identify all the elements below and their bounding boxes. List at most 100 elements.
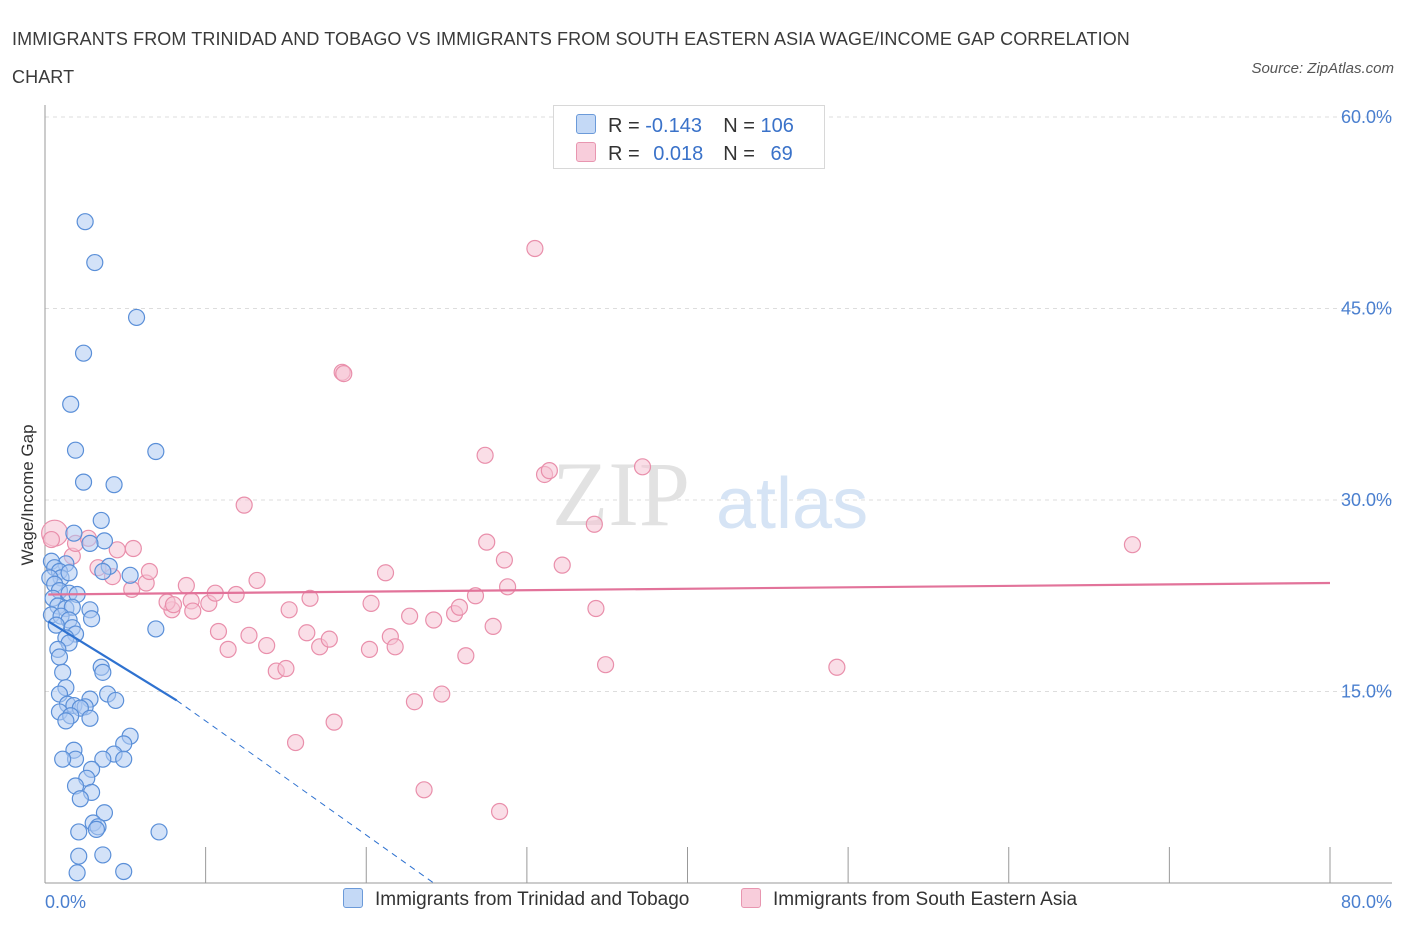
blue-point bbox=[94, 750, 112, 768]
pink-point bbox=[478, 533, 496, 551]
legend-n-value: 69 bbox=[770, 143, 793, 165]
blue-point bbox=[65, 524, 83, 542]
pink-point bbox=[376, 564, 395, 582]
pink-point bbox=[433, 685, 451, 703]
blue-point bbox=[70, 847, 88, 865]
pink-point bbox=[450, 598, 469, 616]
pink-point bbox=[425, 611, 443, 629]
blue-point bbox=[82, 610, 101, 628]
blue-point bbox=[107, 691, 125, 710]
pink-point bbox=[540, 462, 558, 480]
blue-point bbox=[94, 663, 112, 681]
legend-swatch-blue bbox=[576, 114, 596, 134]
blue-point bbox=[150, 823, 168, 841]
blue-point bbox=[86, 253, 104, 272]
pink-point bbox=[633, 458, 652, 476]
legend-r-label: R = bbox=[608, 143, 646, 165]
bottom-legend-label-blue: Immigrants from Trinidad and Tobago bbox=[375, 889, 690, 910]
pink-point bbox=[490, 802, 509, 821]
blue-point bbox=[121, 566, 139, 584]
blue-trend-extension bbox=[176, 700, 435, 884]
pink-series bbox=[41, 239, 1142, 821]
blue-point bbox=[57, 712, 75, 730]
legend-n-label: N = bbox=[723, 115, 761, 137]
pink-point bbox=[828, 658, 846, 676]
pink-point bbox=[235, 496, 253, 514]
legend: R = -0.143 N = 106 R = 0.018 N = 69 bbox=[553, 105, 825, 169]
pink-point bbox=[362, 594, 380, 613]
pink-point bbox=[184, 602, 202, 620]
pink-point bbox=[277, 659, 295, 678]
blue-point bbox=[81, 709, 99, 727]
pink-point bbox=[457, 647, 475, 665]
pink-point bbox=[335, 365, 353, 383]
blue-series bbox=[41, 213, 168, 882]
pink-point bbox=[495, 551, 513, 569]
gridlines bbox=[45, 116, 1392, 692]
blue-point bbox=[115, 750, 133, 768]
y-tick-label: 30.0% bbox=[1341, 490, 1392, 510]
bottom-legend-blue: Immigrants from Trinidad and Tobago bbox=[343, 888, 689, 911]
blue-trend-line bbox=[47, 620, 178, 702]
pink-point bbox=[320, 630, 338, 648]
pink-point bbox=[227, 585, 245, 604]
y-tick-label: 15.0% bbox=[1341, 682, 1392, 702]
bottom-legend-swatch-pink bbox=[741, 888, 761, 908]
tick-labels: 15.0% 30.0% 45.0% 60.0% 0.0% 80.0% bbox=[45, 107, 1392, 912]
pink-point bbox=[286, 733, 305, 752]
pink-point bbox=[596, 656, 615, 674]
pink-point bbox=[280, 601, 298, 619]
pink-point bbox=[499, 578, 517, 596]
blue-point bbox=[105, 476, 123, 494]
blue-point bbox=[66, 441, 85, 459]
pink-point bbox=[587, 599, 605, 618]
bottom-legend-pink: Immigrants from South Eastern Asia bbox=[741, 888, 1077, 911]
pink-point bbox=[401, 607, 419, 625]
pink-point bbox=[219, 640, 237, 658]
pink-point bbox=[301, 589, 319, 607]
pink-point bbox=[124, 539, 142, 558]
y-axis-title: Wage/Income Gap bbox=[18, 424, 37, 565]
pink-point bbox=[258, 636, 276, 655]
pink-point bbox=[360, 640, 379, 658]
pink-point bbox=[248, 571, 266, 590]
pink-point bbox=[553, 556, 571, 574]
pink-point bbox=[405, 693, 424, 711]
source-label: Source: ZipAtlas.com bbox=[1251, 60, 1394, 77]
trend-lines bbox=[47, 581, 1331, 884]
pink-point bbox=[240, 626, 258, 644]
bottom-legend-label-pink: Immigrants from South Eastern Asia bbox=[773, 889, 1078, 910]
pink-point bbox=[1123, 536, 1142, 554]
pink-point bbox=[484, 617, 502, 635]
pink-point bbox=[42, 530, 61, 549]
blue-point bbox=[95, 532, 114, 550]
blue-point bbox=[71, 790, 89, 808]
watermark: ZIP atlas bbox=[552, 443, 868, 545]
y-tick-label: 45.0% bbox=[1341, 299, 1392, 319]
blue-point bbox=[94, 562, 112, 581]
legend-n-label: N = bbox=[723, 143, 761, 165]
blue-point bbox=[50, 648, 69, 666]
axes bbox=[44, 105, 1392, 884]
blue-point bbox=[81, 534, 99, 553]
legend-swatch-pink bbox=[576, 142, 596, 162]
legend-row-pink: R = 0.018 N = 69 bbox=[576, 142, 793, 166]
blue-point bbox=[92, 511, 110, 530]
blue-point bbox=[74, 473, 93, 491]
blue-point bbox=[76, 213, 94, 231]
chart-title: IMMIGRANTS FROM TRINIDAD AND TOBAGO VS I… bbox=[12, 29, 1130, 87]
pink-point bbox=[476, 446, 494, 464]
blue-point bbox=[68, 864, 86, 882]
blue-point bbox=[127, 308, 146, 327]
watermark-atlas: atlas bbox=[716, 464, 868, 544]
x-tick-label: 0.0% bbox=[45, 892, 86, 912]
pink-point bbox=[386, 638, 404, 656]
pink-point bbox=[209, 622, 228, 641]
pink-point bbox=[526, 239, 544, 258]
blue-point bbox=[60, 564, 78, 582]
pink-point bbox=[325, 713, 343, 731]
blue-point bbox=[115, 862, 133, 881]
legend-r-value: 0.018 bbox=[653, 143, 704, 165]
blue-point bbox=[62, 395, 80, 413]
